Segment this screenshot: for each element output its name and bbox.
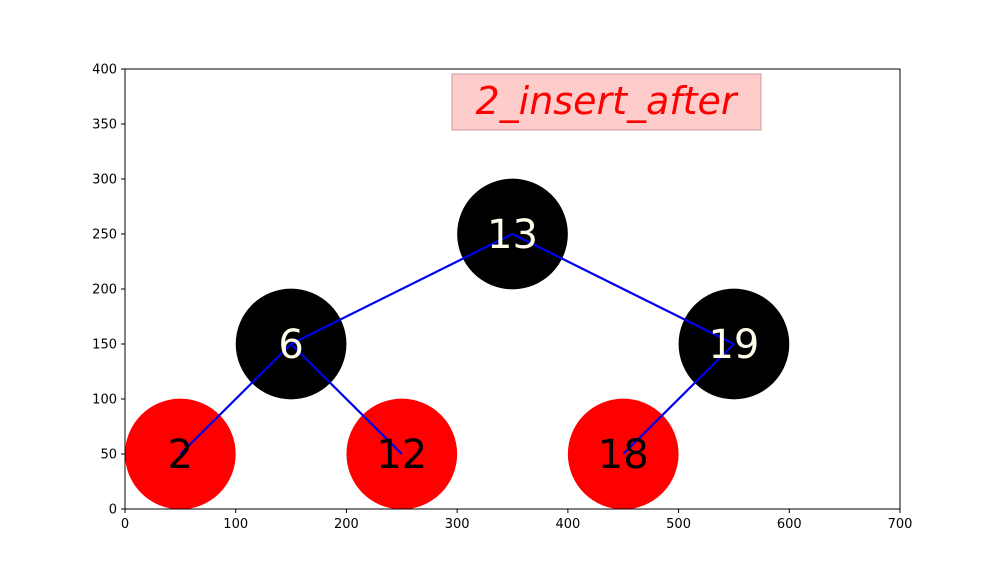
x-tick-label: 200 (334, 517, 359, 532)
edge-13-19 (512, 233, 735, 345)
edge-19-18 (622, 343, 735, 455)
x-tick-label: 100 (223, 517, 248, 532)
chart-title-group: 2_insert_after (451, 73, 762, 131)
y-tick-label: 300 (92, 173, 117, 188)
y-tick-label: 100 (92, 393, 117, 408)
node-label-18: 18 (598, 432, 649, 478)
edge-13-6 (290, 233, 513, 345)
y-tick-label: 150 (92, 338, 117, 353)
x-tick-label: 300 (445, 517, 470, 532)
y-tick-label: 200 (92, 283, 117, 298)
x-tick-label: 0 (121, 517, 129, 532)
y-tick-label: 250 (92, 228, 117, 243)
x-tick-label: 700 (888, 517, 913, 532)
edges-layer (179, 233, 735, 455)
y-tick-label: 400 (92, 63, 117, 78)
y-tick-label: 350 (92, 118, 117, 133)
node-label-6: 6 (278, 322, 303, 368)
y-tick-label: 0 (109, 503, 117, 518)
node-label-13: 13 (487, 212, 538, 258)
nodes-layer (125, 178, 790, 510)
x-tick-label: 400 (555, 517, 580, 532)
x-axis: 0 100 200 300 400 500 600 700 (121, 509, 913, 532)
x-tick-label: 500 (666, 517, 691, 532)
edge-6-2 (179, 343, 292, 455)
node-label-12: 12 (376, 432, 427, 478)
node-labels: 13 6 19 2 12 18 (168, 212, 760, 478)
y-tick-label: 50 (100, 448, 117, 463)
chart-title: 2_insert_after (475, 79, 738, 123)
y-axis: 0 50 100 150 200 250 300 350 400 (92, 63, 125, 518)
chart-title-box (451, 73, 762, 131)
node-label-19: 19 (708, 322, 759, 368)
edge-6-12 (290, 343, 403, 455)
node-label-2: 2 (168, 432, 193, 478)
x-tick-label: 600 (777, 517, 802, 532)
